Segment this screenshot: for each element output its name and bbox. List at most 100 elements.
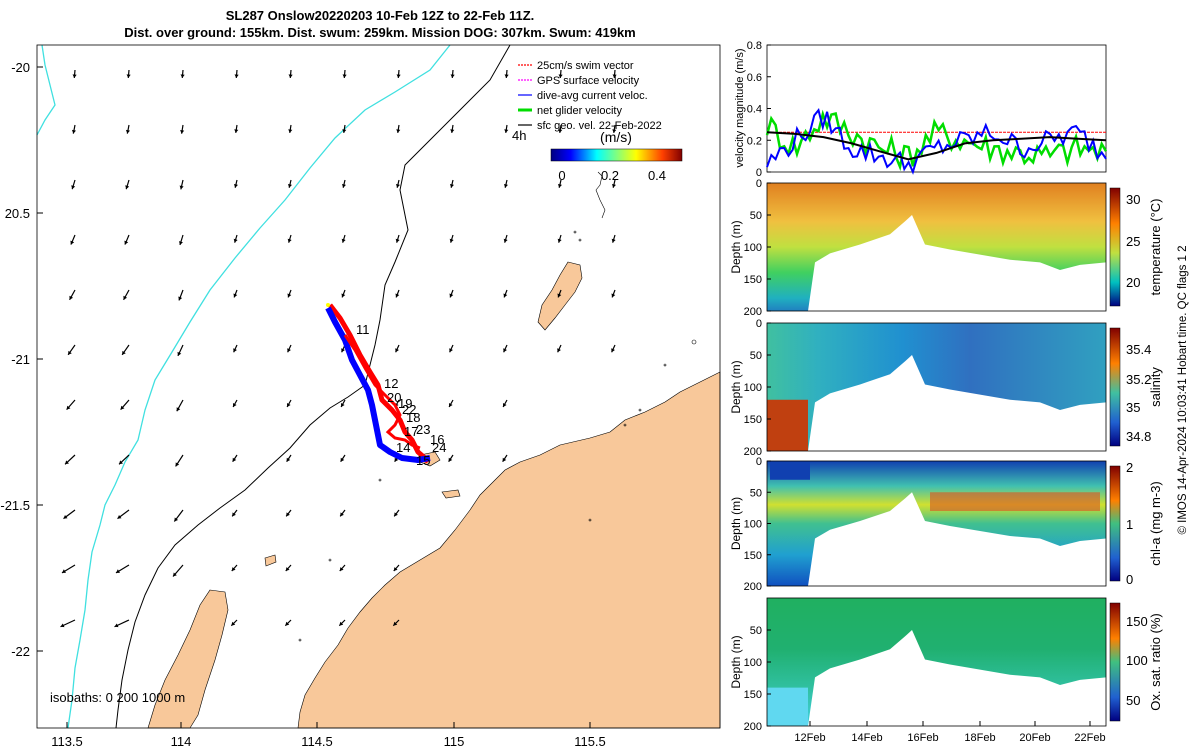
isobath-0m xyxy=(36,44,451,729)
map-xtick-label: 113.5 xyxy=(51,734,83,749)
velocity-arrow xyxy=(285,509,292,517)
depth-tick: 150 xyxy=(744,689,762,701)
legend-entry: GPS surface velocity xyxy=(518,75,640,87)
colorbar-label: temperature (°C) xyxy=(1148,199,1163,296)
depth-ylabel: Depth (m) xyxy=(729,220,743,273)
velocity-arrow xyxy=(393,564,400,572)
day-label: 11 xyxy=(356,322,370,337)
section-colorbar xyxy=(1109,465,1121,582)
chl-max-band xyxy=(930,492,1100,511)
depth-tick: 50 xyxy=(750,625,762,637)
velocity-arrow xyxy=(503,289,508,298)
velocity-arrow xyxy=(342,69,347,79)
velocity-arrow xyxy=(450,69,455,79)
day-label: 20 xyxy=(387,390,401,405)
date-tick: 18Feb xyxy=(964,732,995,744)
credit-footer: © IMOS 14-Apr-2024 10:03:41 Hobart time.… xyxy=(1177,245,1189,534)
day-label: 18 xyxy=(406,410,420,425)
island-small-mid xyxy=(441,489,461,499)
velocity-arrow xyxy=(180,69,185,79)
velocity-arrow xyxy=(338,619,346,627)
velocity-arrow xyxy=(118,454,130,465)
depth-tick: 50 xyxy=(750,210,762,222)
velocity-arrow xyxy=(125,124,130,134)
colorbar-label: Ox. sat. ratio (%) xyxy=(1148,613,1163,711)
colorbar-tick-label: 20 xyxy=(1126,275,1140,290)
velocity-arrow xyxy=(172,564,184,577)
colorbar-tick: 0.2 xyxy=(601,168,619,183)
depth-tick: 50 xyxy=(750,487,762,499)
legend-label: 25cm/s swim vector xyxy=(537,60,634,72)
legend-hour-label: 4h xyxy=(512,128,526,143)
track-blue xyxy=(325,306,431,463)
map-ytick-label: 20.5 xyxy=(5,206,30,221)
velocity-ytick: 0.8 xyxy=(747,40,762,52)
colorbar-ticks: 0 0.2 0.4 xyxy=(558,168,666,183)
colorbar-tick-label: 50 xyxy=(1126,693,1140,708)
velocity-arrow xyxy=(396,124,401,133)
velocity-arrow xyxy=(173,509,184,522)
depth-tick: 100 xyxy=(744,519,762,531)
velocity-arrow xyxy=(286,399,292,408)
section-data xyxy=(767,598,1106,726)
velocity-arrow xyxy=(339,564,346,572)
velocity-arrow xyxy=(175,454,184,467)
velocity-arrow xyxy=(284,619,292,627)
map-xtick-label: 115 xyxy=(444,734,465,749)
depth-tick: 100 xyxy=(744,657,762,669)
map-xtick-label: 114 xyxy=(171,734,192,749)
velocity-arrow xyxy=(503,179,508,188)
velocity-panel: 0 0.2 0.4 0.6 0.8 velocity magnitude (m/s) xyxy=(734,40,1108,179)
section-colorbar xyxy=(1109,187,1121,307)
velocity-arrow xyxy=(557,234,562,243)
velocity-arrow xyxy=(503,344,508,353)
velocity-arrow xyxy=(557,344,562,353)
depth-tick: 200 xyxy=(744,446,762,458)
section-colorbar xyxy=(1109,327,1121,447)
section-panel: 0 50 100 150 200 Depth (m) 30 25 20 temperature (… xyxy=(729,178,1163,318)
velocity-arrow xyxy=(70,234,76,245)
velocity-arrow xyxy=(340,399,346,408)
velocity-arrow xyxy=(339,509,346,517)
colorbar-tick: 0.4 xyxy=(648,168,666,183)
velocity-arrow xyxy=(342,124,347,133)
velocity-arrow xyxy=(611,344,616,353)
velocity-arrow xyxy=(396,69,401,79)
velocity-arrow xyxy=(288,69,293,79)
date-tick: 22Feb xyxy=(1074,732,1105,744)
colorbar-title: (m/s) xyxy=(600,129,632,145)
day-label: 24 xyxy=(432,440,446,455)
velocity-arrow xyxy=(503,234,508,243)
date-tick: 16Feb xyxy=(907,732,938,744)
velocity-ytick: 0.2 xyxy=(747,135,762,147)
velocity-arrow xyxy=(176,399,184,412)
velocity-arrow xyxy=(69,289,76,301)
day-label: 19 xyxy=(398,396,412,411)
velocity-series-line xyxy=(766,108,1107,175)
velocity-arrow xyxy=(180,124,185,134)
colorbar-tick-label: 34.8 xyxy=(1126,429,1151,444)
velocity-arrow xyxy=(504,69,509,79)
velocity-arrow xyxy=(393,509,400,517)
colorbar-tick-label: 2 xyxy=(1126,460,1133,475)
velocity-arrow xyxy=(557,179,562,188)
isobath-200m xyxy=(115,44,511,729)
velocity-arrow xyxy=(612,124,617,133)
oxygen-deep-patch xyxy=(767,687,808,726)
velocity-arrow xyxy=(392,619,400,627)
velocity-ytick: 0.4 xyxy=(747,104,762,116)
velocity-arrow xyxy=(611,289,616,298)
velocity-arrow xyxy=(449,344,454,353)
depth-ylabel: Depth (m) xyxy=(729,635,743,688)
velocity-arrow xyxy=(287,289,292,298)
velocity-arrow xyxy=(61,564,76,574)
velocity-arrow xyxy=(558,124,563,133)
velocity-arrow xyxy=(179,179,184,190)
depth-tick: 150 xyxy=(744,414,762,426)
depth-tick: 150 xyxy=(744,550,762,562)
map-ytick-label: -20 xyxy=(11,60,30,75)
map-ytick-label: -21 xyxy=(11,352,30,367)
velocity-arrow xyxy=(63,509,76,520)
